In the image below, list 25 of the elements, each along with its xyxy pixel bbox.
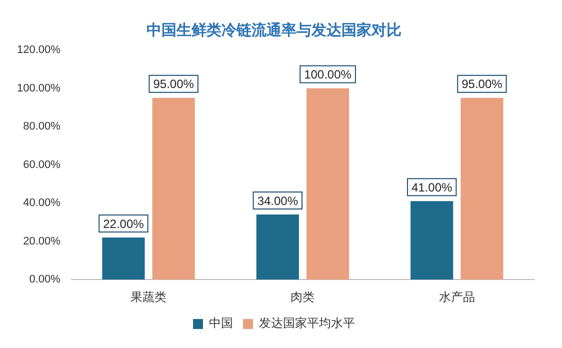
y-tick-label: 0.00% <box>29 274 61 286</box>
y-tick-label: 40.00% <box>23 197 61 210</box>
y-tick-label: 20.00% <box>23 235 61 248</box>
x-tick-label: 肉类 <box>290 290 315 304</box>
bar <box>410 201 454 280</box>
data-label: 95.00% <box>462 77 503 92</box>
bar <box>152 98 195 280</box>
legend-label: 中国 <box>209 316 233 330</box>
y-tick-label: 60.00% <box>23 158 61 171</box>
bar <box>256 214 299 280</box>
chart-title: 中国生鲜类冷链流通率与发达国家对比 <box>146 20 402 39</box>
data-label: 100.00% <box>304 68 352 82</box>
y-tick-label: 120.00% <box>16 44 61 56</box>
data-label: 95.00% <box>153 77 194 92</box>
data-label: 34.00% <box>257 194 298 208</box>
bar <box>102 238 145 280</box>
data-label: 22.00% <box>103 216 144 231</box>
data-label: 41.00% <box>411 180 453 194</box>
x-tick-label: 水产品 <box>438 290 475 304</box>
bar <box>306 88 350 280</box>
bar <box>460 98 504 280</box>
legend-label: 发达国家平均水平 <box>259 316 355 330</box>
y-tick-label: 100.00% <box>16 82 61 94</box>
x-tick-label: 果蔬类 <box>130 290 167 304</box>
y-tick-label: 80.00% <box>23 120 61 133</box>
